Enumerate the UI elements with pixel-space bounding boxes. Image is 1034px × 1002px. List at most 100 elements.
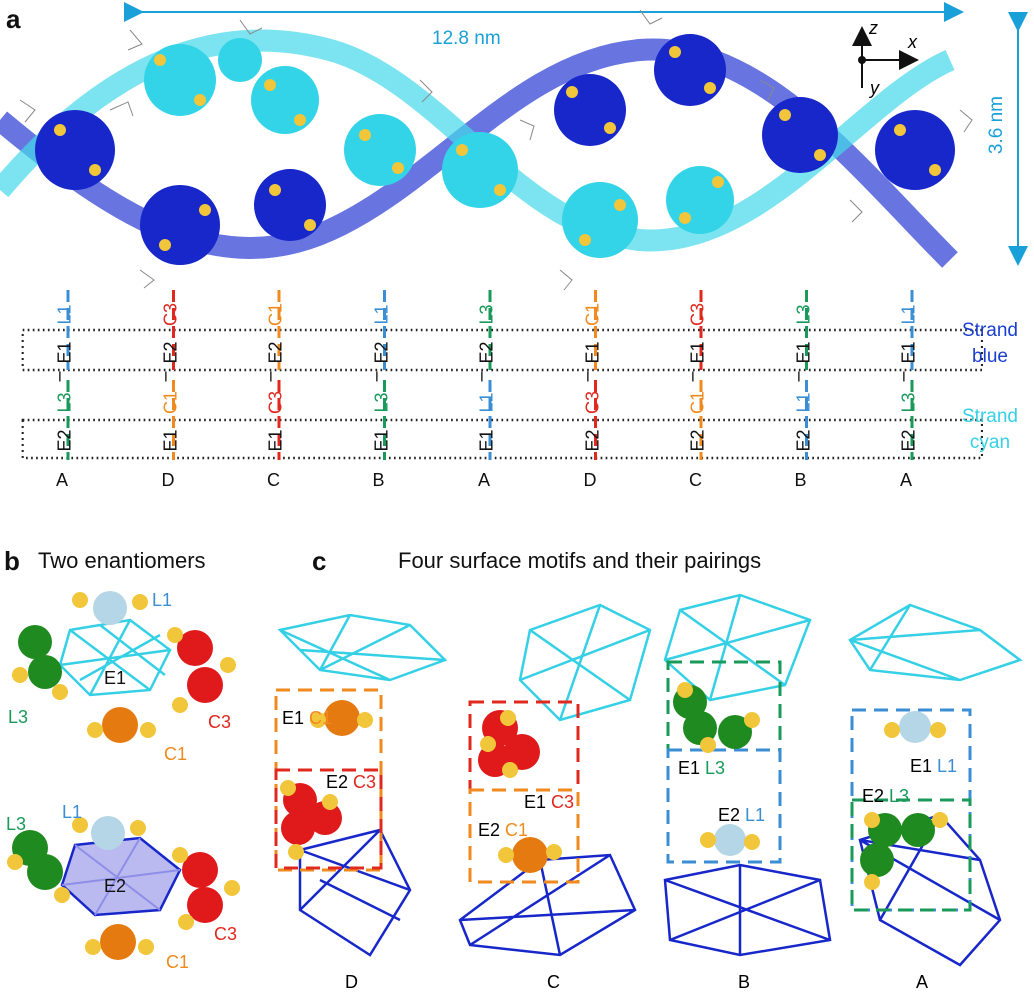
column-letter: A bbox=[478, 470, 491, 490]
column-top-motif: C1 bbox=[582, 303, 602, 327]
column-top-motif: L1 bbox=[898, 304, 919, 325]
panel-b-bottom-c1: C1 bbox=[166, 952, 190, 972]
panel-letter-b: b bbox=[4, 546, 20, 576]
column-dash: – bbox=[470, 371, 491, 382]
panel-b-top-c3: C3 bbox=[208, 712, 232, 732]
motif-a-lower-m: L3 bbox=[889, 786, 910, 806]
strand-blue-box bbox=[21, 328, 984, 372]
column-top-motif: L3 bbox=[793, 304, 813, 325]
motif-d-lower-box bbox=[274, 768, 383, 870]
motif-a-upper-label: E1 L1 bbox=[910, 756, 957, 777]
column-top-e-label: E1 bbox=[687, 341, 708, 364]
axis-y-label: y bbox=[870, 78, 879, 98]
motif-b-lower-label: E2 L1 bbox=[718, 805, 765, 826]
motif-b-upper-m: L3 bbox=[705, 758, 726, 778]
column-dash: – bbox=[681, 371, 702, 382]
axes-indicator bbox=[852, 26, 919, 88]
column-bottom-motif: L3 bbox=[54, 392, 75, 413]
column-top-motif: C3 bbox=[687, 303, 708, 327]
blue-frameworks bbox=[298, 813, 1002, 967]
column-bottom-e-label: E2 bbox=[687, 429, 708, 452]
motif-a-lower-label: E2 L3 bbox=[862, 786, 909, 807]
column-top-motif: L3 bbox=[476, 304, 497, 325]
pairing-columns: L1 E1 L3 E2 – A C3 E2 C1 E1 – D C1 E2 C3 E1 – C L1 E2 L3 E1 – B… bbox=[0, 0, 1034, 500]
panel-c-structures bbox=[274, 593, 1023, 967]
motif-d-lower-e: E2 bbox=[326, 772, 349, 792]
motif-d-lower-label: E2 C3 bbox=[326, 772, 376, 793]
column-dash: – bbox=[892, 371, 913, 382]
column-bottom-motif: C1 bbox=[160, 391, 180, 415]
pair-lines bbox=[66, 290, 914, 460]
column-bottom-motif: C1 bbox=[687, 391, 708, 415]
column-dash: – bbox=[576, 371, 597, 382]
column-bottom-e-label: E1 bbox=[265, 429, 286, 452]
strand-cyan-label-line1: Strand bbox=[962, 406, 1018, 427]
panel-c-title: Four surface motifs and their pairings bbox=[398, 548, 762, 573]
column-letter: B bbox=[372, 470, 385, 490]
motif-b-letter: B bbox=[738, 972, 751, 992]
column-dash: – bbox=[787, 371, 808, 382]
column-bottom-motif: C3 bbox=[582, 391, 602, 415]
column-bottom-e-label: E1 bbox=[371, 429, 391, 452]
column-bottom-motif: C3 bbox=[265, 391, 286, 415]
motif-b-lower-e: E2 bbox=[718, 805, 741, 825]
motif-c-lower-m: C1 bbox=[505, 820, 529, 840]
column-bottom-motif: L3 bbox=[371, 392, 391, 413]
axis-x-label: x bbox=[908, 32, 917, 52]
column-letter: D bbox=[583, 470, 597, 490]
column-letter: A bbox=[900, 470, 913, 490]
motif-d-upper-box bbox=[274, 688, 383, 872]
column-top-e-label: E1 bbox=[582, 341, 602, 364]
column-top-e-label: E1 bbox=[793, 341, 813, 364]
panel-b-e2-label: E2 bbox=[104, 876, 127, 896]
column-bottom-e-label: E2 bbox=[793, 429, 813, 452]
motif-c-lower-e: E2 bbox=[478, 820, 501, 840]
strand-blue-label-line1: Strand bbox=[962, 320, 1018, 341]
column-letter: C bbox=[689, 470, 702, 490]
panel-b-e1-label: E1 bbox=[104, 668, 127, 688]
panel-letter-c: c bbox=[312, 546, 327, 576]
motif-d-lower-m: C3 bbox=[353, 772, 377, 792]
column-letter: D bbox=[161, 470, 175, 490]
panel-b-structures bbox=[7, 591, 240, 960]
panel-b-top-l1: L1 bbox=[152, 590, 173, 610]
motif-a-upper-e: E1 bbox=[910, 756, 933, 776]
panel-b-top-c1: C1 bbox=[164, 744, 188, 764]
axis-z-label: z bbox=[869, 18, 878, 38]
enantiomer-e1 bbox=[12, 591, 236, 743]
ligand-wires bbox=[19, 9, 973, 291]
motif-d-upper-label: E1 C1 bbox=[282, 708, 332, 729]
column-dash: – bbox=[365, 371, 386, 382]
column-top-motif: C3 bbox=[160, 303, 180, 327]
column-top-e-label: E2 bbox=[160, 341, 180, 364]
column-bottom-e-label: E1 bbox=[160, 429, 180, 452]
motif-b-lower-m: L1 bbox=[745, 805, 766, 825]
column-top-motif: C1 bbox=[265, 303, 286, 327]
column-top-e-label: E2 bbox=[265, 341, 286, 364]
strand-cyan-label-line2: cyan bbox=[969, 432, 1011, 453]
cyan-frameworks bbox=[277, 593, 1023, 722]
panel-b-top-l3: L3 bbox=[8, 707, 29, 727]
strand-blue-label-line2: blue bbox=[972, 346, 1008, 367]
column-bottom-motif: L1 bbox=[476, 392, 497, 413]
strand-blue-label: Strand blue bbox=[962, 318, 1018, 370]
column-top-e-label: E2 bbox=[371, 341, 391, 364]
motif-a-letter: A bbox=[916, 972, 929, 992]
motif-d-upper-m: C1 bbox=[309, 708, 333, 728]
motif-a-lower-e: E2 bbox=[862, 786, 885, 806]
motif-c-upper-label: E1 C3 bbox=[524, 792, 574, 813]
motif-b-upper-e: E1 bbox=[678, 758, 701, 778]
column-dash: – bbox=[154, 371, 175, 382]
column-dash: – bbox=[48, 371, 69, 382]
panel-a-helix bbox=[0, 2, 1028, 460]
sulfur-atoms bbox=[54, 46, 941, 251]
motif-a-lower-box bbox=[850, 798, 972, 912]
width-label: 12.8 nm bbox=[432, 28, 501, 49]
panel-b-title: Two enantiomers bbox=[38, 548, 206, 573]
column-top-e-label: E1 bbox=[54, 341, 75, 364]
motif-c-upper-e: E1 bbox=[524, 792, 547, 812]
panel-b-bottom-l3: L3 bbox=[6, 814, 27, 834]
motif-d-upper-e: E1 bbox=[282, 708, 305, 728]
column-bottom-e-label: E2 bbox=[582, 429, 602, 452]
column-top-e-label: E2 bbox=[476, 341, 497, 364]
